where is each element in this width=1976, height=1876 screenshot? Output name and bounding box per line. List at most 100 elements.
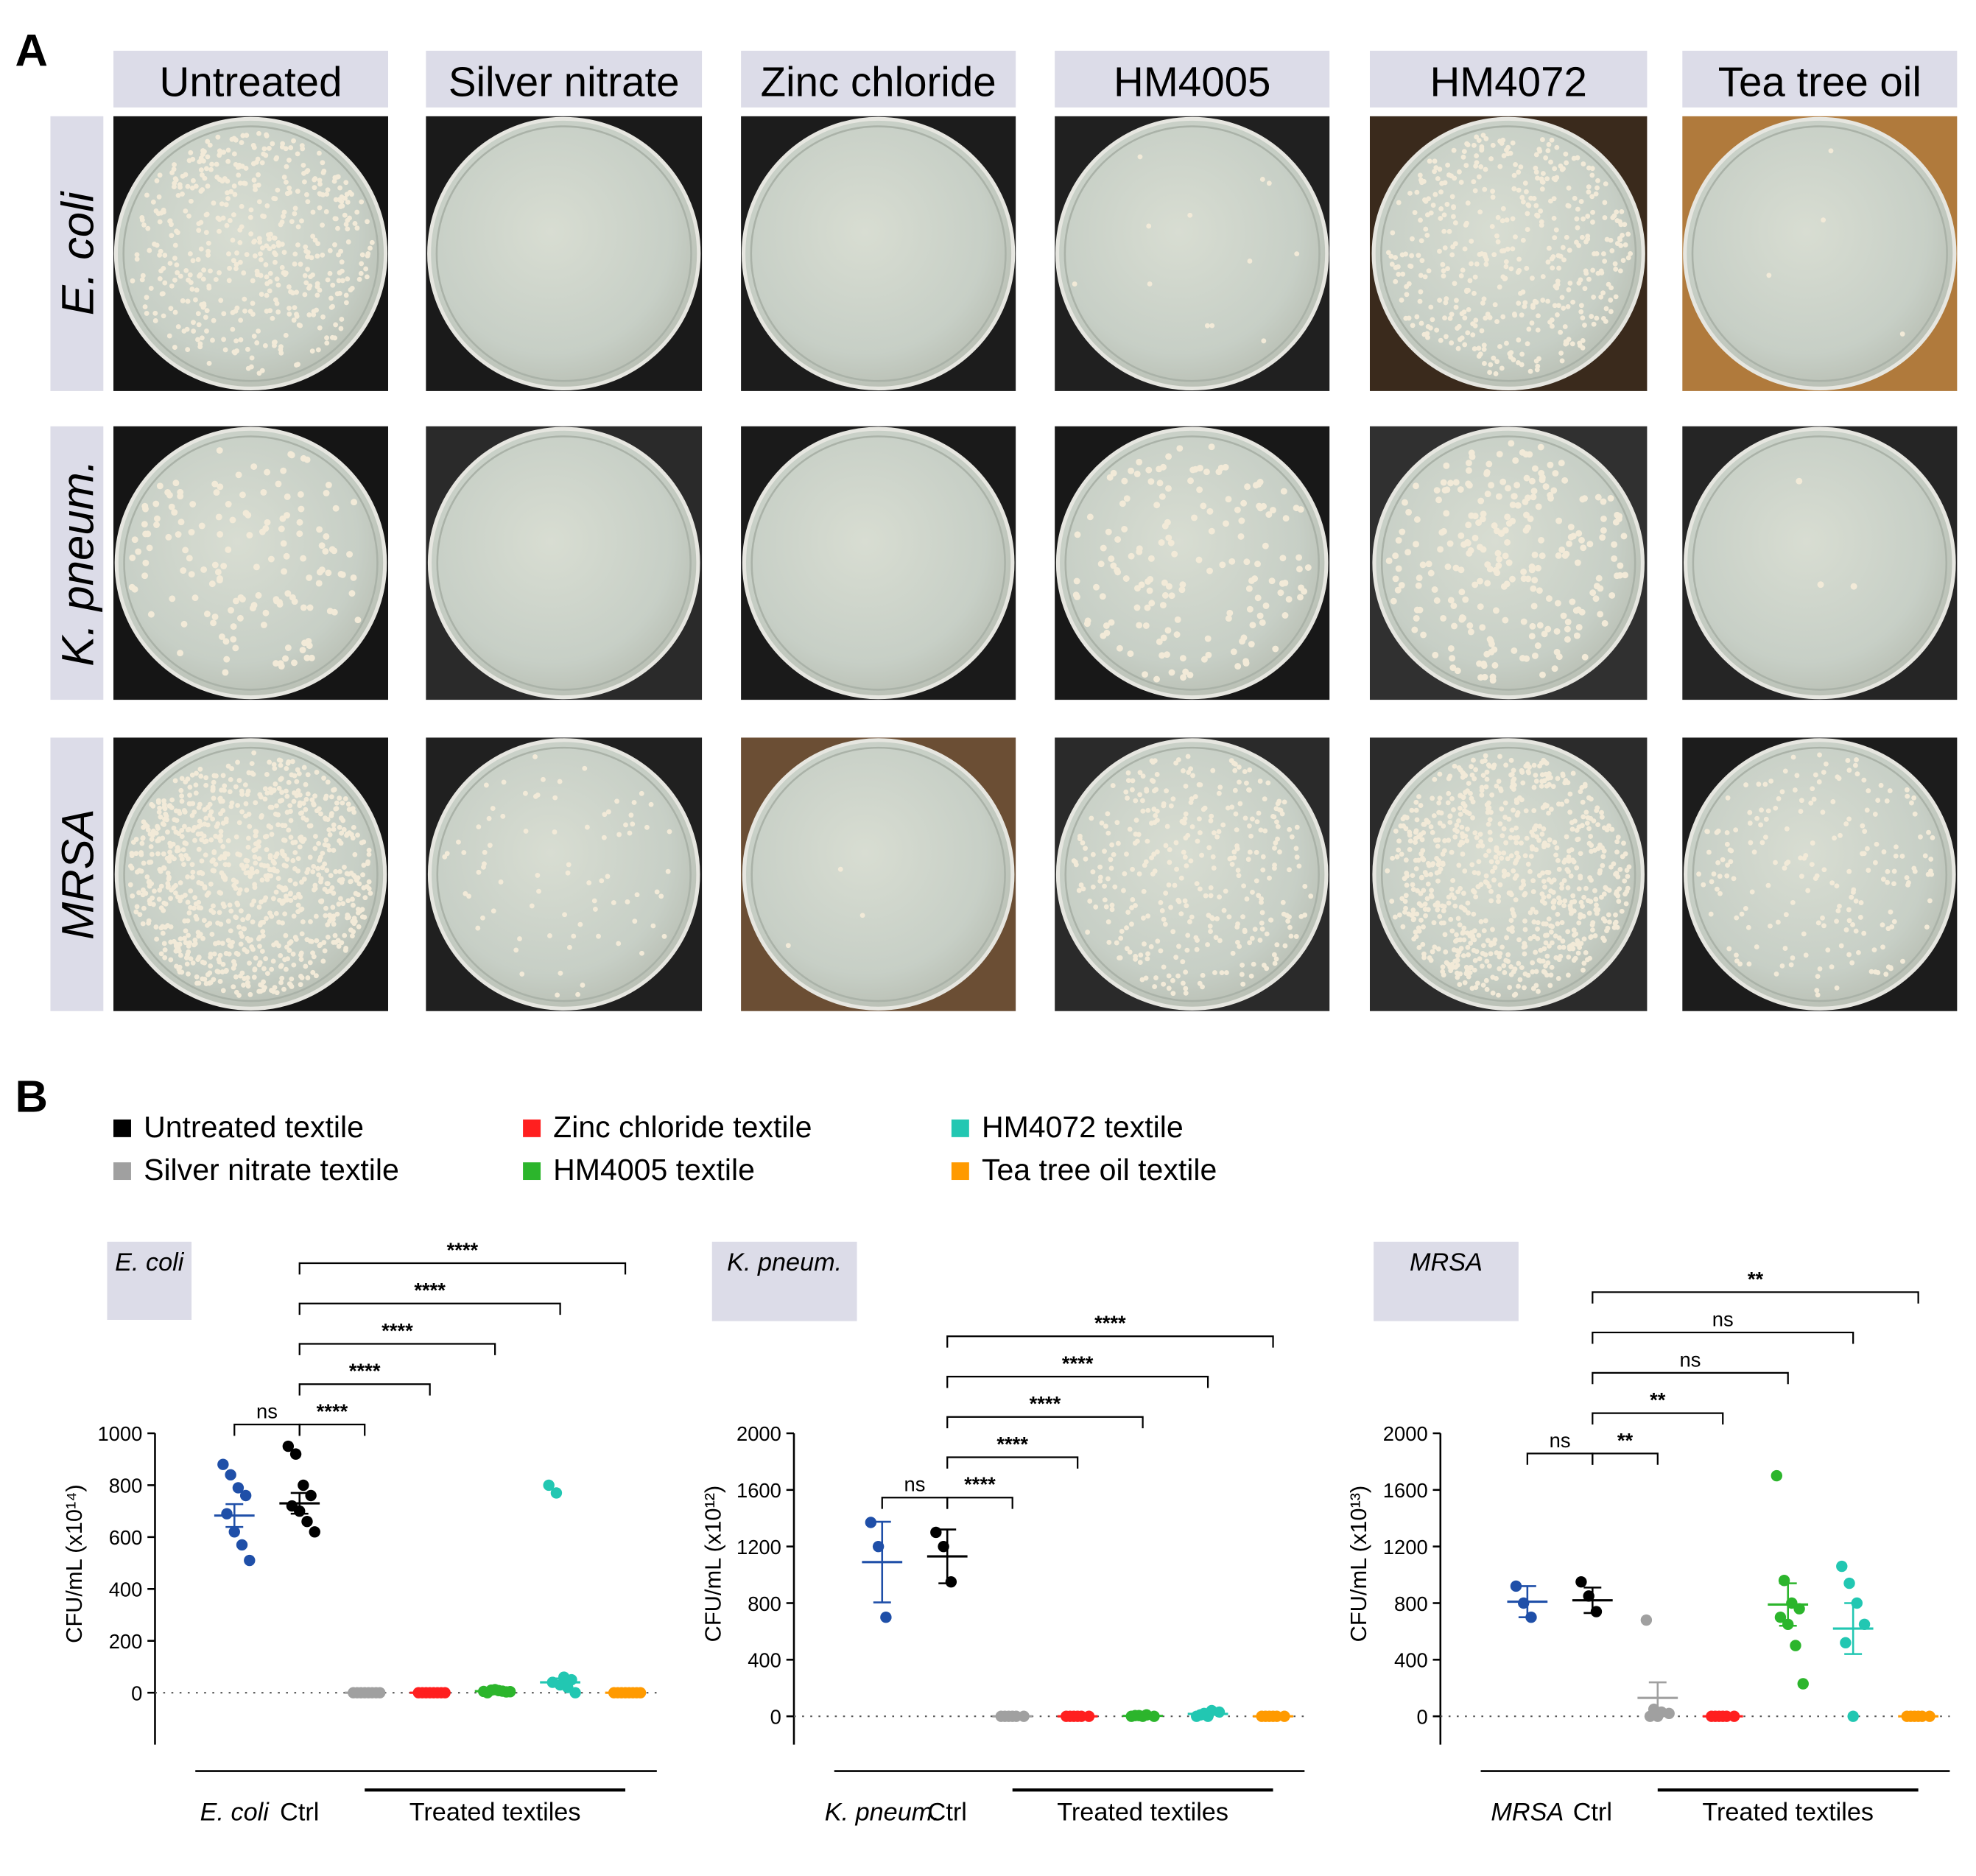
colony <box>1516 169 1522 175</box>
colony <box>1279 811 1285 817</box>
colony <box>289 219 295 225</box>
colony <box>276 757 282 763</box>
colony <box>1137 960 1143 966</box>
colony <box>1460 541 1468 548</box>
colony <box>1875 970 1881 975</box>
row-header-box <box>50 116 104 391</box>
colony <box>204 329 209 334</box>
colony <box>273 156 279 162</box>
colony <box>281 863 287 868</box>
colony <box>1125 770 1131 776</box>
colony <box>243 857 249 863</box>
colony <box>211 903 216 909</box>
colony <box>165 881 171 886</box>
colony <box>1296 566 1303 573</box>
colony <box>205 138 211 144</box>
colony <box>191 905 197 911</box>
colony <box>287 189 293 195</box>
colony <box>173 941 179 947</box>
significance-label: ns <box>904 1473 926 1496</box>
colony <box>1418 903 1424 908</box>
colony <box>312 834 318 839</box>
colony <box>1133 956 1139 962</box>
legend-swatch <box>113 1119 131 1137</box>
colony <box>1175 757 1181 762</box>
colony <box>251 974 257 980</box>
colony <box>1458 566 1465 574</box>
colony <box>1511 868 1516 874</box>
colony <box>1508 266 1514 272</box>
colony <box>348 870 354 876</box>
colony <box>338 815 344 821</box>
colony <box>1463 773 1469 779</box>
colony <box>1470 332 1476 338</box>
column-header: HM4072 <box>1430 58 1586 105</box>
colony <box>275 187 281 193</box>
colony <box>167 849 172 855</box>
colony <box>616 832 622 837</box>
colony <box>1204 323 1210 329</box>
colony <box>1507 351 1513 356</box>
colony <box>1536 622 1544 629</box>
colony <box>1543 963 1548 969</box>
colony <box>1541 879 1547 884</box>
colony <box>157 275 163 281</box>
colony <box>1559 881 1565 887</box>
colony <box>168 957 174 963</box>
colony <box>1161 591 1169 599</box>
colony <box>1555 552 1562 559</box>
colony <box>222 787 227 793</box>
colony <box>1603 306 1609 312</box>
colony <box>1447 597 1455 604</box>
colony <box>1188 858 1194 864</box>
colony <box>1811 796 1817 802</box>
colony <box>1144 604 1151 611</box>
colony <box>1561 477 1569 484</box>
colony <box>324 340 330 346</box>
colony <box>1130 778 1136 784</box>
colony <box>1074 531 1081 538</box>
colony <box>1514 502 1522 509</box>
colony <box>298 835 303 840</box>
colony <box>237 259 243 265</box>
colony <box>312 846 318 851</box>
significance-bracket <box>946 1456 1079 1469</box>
significance-label: ** <box>1650 1388 1666 1411</box>
colony <box>1527 516 1534 522</box>
colony <box>1566 540 1572 547</box>
colony <box>251 239 257 245</box>
colony <box>1536 313 1541 319</box>
colony <box>198 522 205 530</box>
colony <box>1447 813 1453 819</box>
colony <box>331 826 337 832</box>
colony <box>286 779 292 785</box>
colony <box>1522 927 1528 932</box>
colony <box>305 791 311 797</box>
colony <box>320 160 326 166</box>
colony <box>1918 834 1923 840</box>
colony <box>1548 159 1553 165</box>
colony <box>1544 176 1550 182</box>
colony <box>312 885 318 891</box>
colony <box>490 806 496 811</box>
colony <box>315 580 323 587</box>
colony <box>1821 867 1827 873</box>
colony <box>135 548 142 555</box>
colony <box>1441 908 1446 913</box>
colony <box>1558 351 1564 356</box>
significance-bracket <box>1592 1452 1659 1465</box>
colony <box>325 779 331 785</box>
colony <box>1108 555 1115 563</box>
colony <box>1575 950 1581 956</box>
colony <box>1413 606 1421 614</box>
colony <box>1572 818 1578 824</box>
colony <box>1855 949 1861 955</box>
colony <box>1244 896 1250 902</box>
colony <box>1589 166 1595 172</box>
colony <box>1200 984 1205 990</box>
colony <box>231 349 237 355</box>
colony <box>189 812 195 818</box>
colony <box>241 982 246 988</box>
colony <box>1887 788 1893 794</box>
colony <box>214 823 219 829</box>
